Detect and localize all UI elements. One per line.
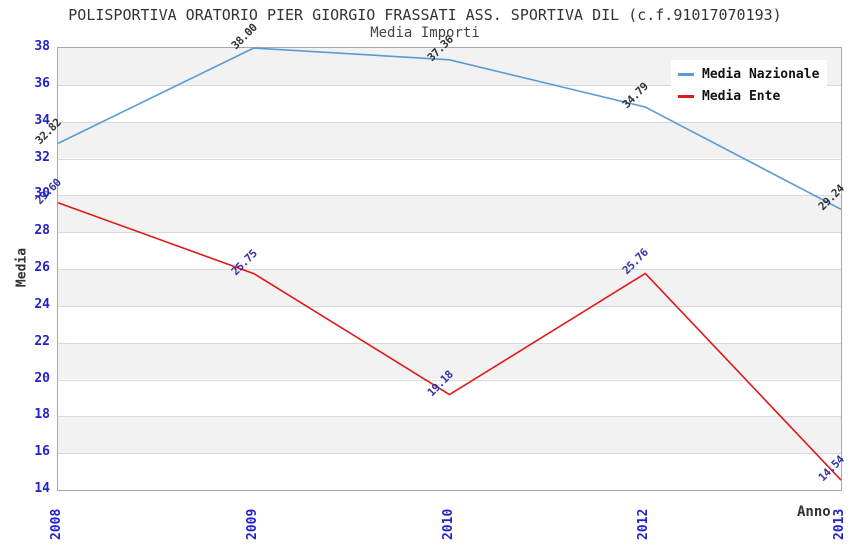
x-tick-label: 2012: [636, 508, 652, 540]
gridline: [58, 158, 841, 160]
x-tick-label: 2010: [440, 508, 456, 540]
y-tick-label: 20: [34, 370, 50, 386]
series-lines: [57, 47, 842, 481]
gridline: [58, 342, 841, 344]
background-band: [58, 342, 841, 380]
y-tick-label: 18: [34, 407, 50, 423]
y-tick-label: 36: [34, 75, 50, 91]
y-tick-label: 38: [34, 39, 50, 54]
y-tick-label: 32: [34, 149, 50, 165]
background-band: [58, 269, 841, 306]
legend: Media Nazionale Media Ente: [671, 60, 828, 112]
legend-line-swatch-blue: [678, 73, 694, 76]
legend-label-media-ente: Media Ente: [702, 89, 781, 104]
x-axis-title: Anno: [797, 504, 831, 520]
gridline: [58, 379, 841, 381]
gridline: [58, 416, 841, 418]
gridline: [58, 232, 841, 234]
gridline: [58, 84, 841, 86]
series-line-media-ente: [57, 201, 842, 481]
chart-title: POLISPORTIVA ORATORIO PIER GIORGIO FRASS…: [68, 6, 782, 24]
gridline: [58, 305, 841, 307]
background-band: [58, 195, 841, 233]
gridline: [58, 269, 841, 270]
background-band: [58, 121, 841, 159]
legend-line-swatch-red: [678, 95, 694, 98]
y-tick-label: 34: [34, 112, 50, 128]
legend-item-media-nazionale: Media Nazionale: [678, 67, 819, 82]
gridline: [58, 195, 841, 197]
background-band: [58, 305, 841, 343]
background-band: [58, 453, 841, 490]
background-band: [58, 379, 841, 417]
legend-item-media-ente: Media Ente: [678, 89, 819, 104]
y-tick-label: 30: [34, 186, 50, 202]
y-tick-label: 14: [34, 481, 50, 496]
x-tick-label: 2009: [244, 508, 260, 540]
legend-label-media-nazionale: Media Nazionale: [702, 67, 820, 82]
series-line-media-nazionale: [57, 47, 842, 211]
x-tick-label: 2008: [49, 508, 64, 540]
background-band: [58, 416, 841, 454]
x-tick-label: 2013: [832, 508, 847, 540]
y-tick-label: 16: [34, 444, 50, 460]
y-tick-label: 24: [34, 296, 50, 312]
chart-subtitle: Media Importi: [370, 25, 480, 41]
plot-area: 32.82 38.00 37.36 34.79 29.24 29.60 25.75 19.18…: [33, 21, 847, 491]
gridline: [58, 453, 841, 455]
y-tick-label: 26: [34, 260, 50, 275]
background-band: [58, 158, 841, 196]
y-tick-label: 28: [34, 223, 50, 239]
gridline: [58, 121, 841, 123]
y-tick-label: 22: [34, 333, 50, 349]
